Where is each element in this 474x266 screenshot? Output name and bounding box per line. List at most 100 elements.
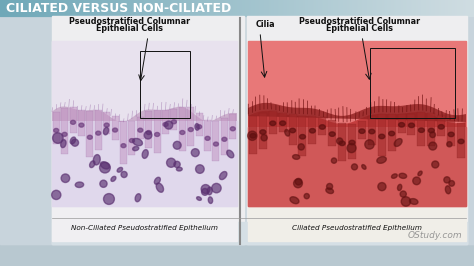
Ellipse shape <box>369 129 375 134</box>
Bar <box>248 41 466 206</box>
Circle shape <box>347 143 356 153</box>
Ellipse shape <box>62 132 67 136</box>
Ellipse shape <box>394 139 402 147</box>
Ellipse shape <box>290 128 296 133</box>
Ellipse shape <box>96 131 101 135</box>
Ellipse shape <box>70 137 76 144</box>
Ellipse shape <box>197 197 201 200</box>
Bar <box>52 222 467 244</box>
Bar <box>212 121 219 161</box>
Ellipse shape <box>205 136 210 140</box>
Ellipse shape <box>146 131 151 135</box>
Circle shape <box>449 181 455 186</box>
Ellipse shape <box>219 172 227 180</box>
Bar <box>162 110 169 134</box>
Bar <box>103 112 110 134</box>
Bar <box>0 16 474 244</box>
Bar <box>0 16 474 244</box>
Circle shape <box>144 131 152 139</box>
Ellipse shape <box>71 120 75 124</box>
Circle shape <box>61 174 70 182</box>
Bar <box>52 16 244 244</box>
Bar <box>408 114 416 135</box>
Bar <box>196 113 203 136</box>
Bar <box>111 115 118 140</box>
Ellipse shape <box>163 122 168 126</box>
Circle shape <box>432 161 439 168</box>
Ellipse shape <box>222 137 227 141</box>
Ellipse shape <box>410 199 418 204</box>
Bar <box>289 114 297 145</box>
Ellipse shape <box>310 128 315 133</box>
Bar <box>418 112 425 146</box>
Ellipse shape <box>112 128 118 132</box>
Text: Pseudostratified Columnar: Pseudostratified Columnar <box>69 17 191 26</box>
Bar <box>378 114 386 156</box>
Circle shape <box>164 121 173 129</box>
Ellipse shape <box>392 174 397 178</box>
Ellipse shape <box>195 124 199 130</box>
Ellipse shape <box>208 197 213 203</box>
Ellipse shape <box>362 165 366 169</box>
Bar <box>388 114 396 151</box>
Circle shape <box>212 183 221 193</box>
Circle shape <box>100 180 107 187</box>
Ellipse shape <box>156 183 164 192</box>
Ellipse shape <box>458 139 464 144</box>
Circle shape <box>400 191 406 197</box>
Ellipse shape <box>155 177 160 184</box>
Polygon shape <box>248 111 466 127</box>
Ellipse shape <box>409 123 414 128</box>
Ellipse shape <box>207 187 212 195</box>
Circle shape <box>103 194 114 205</box>
Circle shape <box>413 177 420 185</box>
Ellipse shape <box>377 157 386 163</box>
Bar <box>137 117 144 139</box>
Ellipse shape <box>121 144 126 148</box>
Circle shape <box>201 189 209 195</box>
Ellipse shape <box>329 132 335 136</box>
Bar <box>229 114 237 139</box>
Ellipse shape <box>138 128 143 132</box>
Circle shape <box>331 158 337 163</box>
Ellipse shape <box>54 128 59 132</box>
Ellipse shape <box>428 128 434 133</box>
Circle shape <box>337 138 343 144</box>
Bar <box>358 121 366 139</box>
Ellipse shape <box>230 127 235 131</box>
Circle shape <box>378 182 386 191</box>
Ellipse shape <box>419 128 424 132</box>
Bar <box>269 111 277 134</box>
Ellipse shape <box>292 155 300 159</box>
Bar <box>457 123 465 158</box>
Ellipse shape <box>438 124 444 129</box>
Circle shape <box>430 132 436 138</box>
Ellipse shape <box>359 129 365 134</box>
Circle shape <box>166 158 176 167</box>
Bar <box>299 116 307 156</box>
Circle shape <box>72 139 79 146</box>
Bar <box>78 110 85 136</box>
Circle shape <box>174 161 180 168</box>
Circle shape <box>327 184 333 189</box>
Circle shape <box>447 142 452 147</box>
Ellipse shape <box>399 173 407 178</box>
Bar <box>95 110 102 150</box>
Ellipse shape <box>129 139 135 143</box>
Ellipse shape <box>104 123 109 127</box>
Bar <box>249 116 257 153</box>
Bar <box>52 121 237 206</box>
Circle shape <box>401 197 410 206</box>
Ellipse shape <box>142 150 148 158</box>
Ellipse shape <box>79 123 84 127</box>
Bar <box>259 113 267 149</box>
Ellipse shape <box>176 167 182 171</box>
Circle shape <box>247 131 257 140</box>
Text: Cilia: Cilia <box>256 20 275 29</box>
Text: OStudy.com: OStudy.com <box>407 231 462 240</box>
Ellipse shape <box>326 188 334 194</box>
Ellipse shape <box>250 134 256 138</box>
Ellipse shape <box>135 194 141 202</box>
Text: CILIATED VERSUS NON-CILIATED: CILIATED VERSUS NON-CILIATED <box>6 2 231 15</box>
Bar <box>279 113 287 132</box>
